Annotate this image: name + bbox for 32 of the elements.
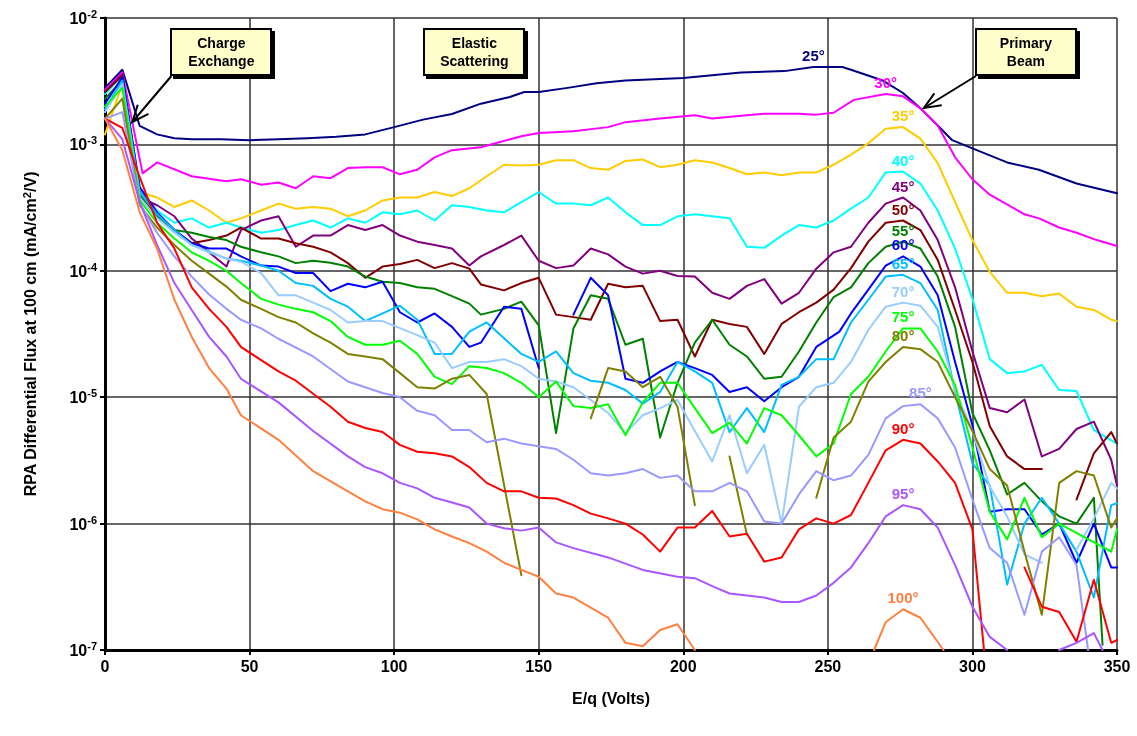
series-label: 100° bbox=[887, 589, 919, 607]
x-tick-label: 0 bbox=[100, 657, 110, 675]
series-label: 95° bbox=[891, 485, 915, 503]
series-label: 90° bbox=[891, 419, 915, 437]
note-box: Primary Beam bbox=[974, 28, 1077, 76]
series-label: 35° bbox=[891, 107, 915, 125]
series-label: 40° bbox=[891, 151, 915, 169]
line-series bbox=[104, 71, 1118, 248]
note-box: Elastic Scattering bbox=[423, 28, 526, 76]
x-tick-label: 250 bbox=[814, 657, 842, 675]
series-label: 70° bbox=[891, 282, 915, 300]
y-tick-label: 10$^{-7}$ bbox=[69, 640, 97, 659]
x-tick-label: 150 bbox=[525, 657, 553, 675]
series-label: 65° bbox=[891, 254, 915, 272]
x-tick-label: 350 bbox=[1103, 657, 1131, 675]
y-tick-label: 10$^{-6}$ bbox=[69, 513, 97, 533]
y-tick-label: 10$^{-4}$ bbox=[69, 260, 98, 280]
x-tick-label: 300 bbox=[959, 657, 986, 675]
x-tick-label: 200 bbox=[669, 657, 697, 675]
x-tick-label: 50 bbox=[240, 657, 259, 675]
y-axis-title: RPA Differential Flux at 100 cm (mA/cm2/V) bbox=[20, 171, 39, 497]
x-axis-title: E/q (Volts) bbox=[572, 689, 650, 707]
y-tick-label: 10$^{-5}$ bbox=[69, 387, 97, 407]
series-label: 25° bbox=[802, 46, 825, 64]
y-tick-label: 10$^{-3}$ bbox=[69, 134, 97, 154]
y-tick-label: 10$^{-2}$ bbox=[69, 8, 97, 27]
series-label: 45° bbox=[891, 177, 915, 195]
note-box: Charge Exchange bbox=[170, 28, 273, 76]
x-tick-label: 100 bbox=[380, 657, 408, 675]
series-label: 55° bbox=[891, 221, 915, 239]
series-label: 75° bbox=[891, 308, 915, 326]
series-label: 50° bbox=[891, 200, 915, 218]
